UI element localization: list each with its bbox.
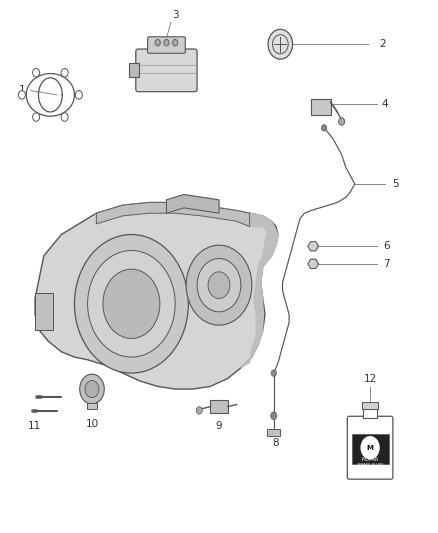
Circle shape bbox=[197, 259, 241, 312]
Circle shape bbox=[360, 436, 380, 459]
Circle shape bbox=[208, 272, 230, 298]
FancyBboxPatch shape bbox=[136, 49, 197, 92]
Bar bbox=[352, 434, 389, 464]
Text: BRAKE FLUID: BRAKE FLUID bbox=[357, 463, 383, 467]
Circle shape bbox=[173, 39, 178, 46]
Text: M: M bbox=[367, 445, 374, 451]
Circle shape bbox=[88, 251, 175, 357]
Circle shape bbox=[103, 269, 160, 338]
Circle shape bbox=[196, 407, 202, 414]
Circle shape bbox=[61, 113, 68, 122]
Polygon shape bbox=[308, 241, 318, 251]
Bar bbox=[362, 402, 378, 409]
Circle shape bbox=[186, 245, 252, 325]
Circle shape bbox=[18, 91, 25, 99]
Circle shape bbox=[32, 113, 39, 122]
Bar bbox=[363, 409, 377, 418]
Text: 10: 10 bbox=[85, 419, 99, 429]
Bar bbox=[129, 63, 139, 77]
Circle shape bbox=[268, 29, 293, 59]
Circle shape bbox=[271, 370, 276, 376]
FancyBboxPatch shape bbox=[347, 416, 393, 479]
Text: MOPAR: MOPAR bbox=[361, 457, 379, 463]
Polygon shape bbox=[35, 203, 278, 389]
Circle shape bbox=[74, 235, 188, 373]
Bar bbox=[267, 429, 280, 436]
Circle shape bbox=[75, 91, 82, 99]
Bar bbox=[210, 400, 228, 413]
Text: 3: 3 bbox=[172, 10, 179, 20]
Circle shape bbox=[61, 68, 68, 77]
Text: 11: 11 bbox=[28, 422, 41, 431]
FancyBboxPatch shape bbox=[148, 37, 185, 53]
Text: 6: 6 bbox=[383, 241, 390, 251]
Circle shape bbox=[339, 118, 345, 125]
Circle shape bbox=[155, 39, 160, 46]
Circle shape bbox=[271, 412, 277, 419]
Text: 5: 5 bbox=[392, 179, 399, 189]
Circle shape bbox=[164, 39, 169, 46]
Text: 2: 2 bbox=[379, 39, 385, 49]
Polygon shape bbox=[166, 195, 219, 213]
Text: 1: 1 bbox=[18, 85, 25, 94]
Bar bbox=[87, 403, 97, 409]
Bar bbox=[311, 99, 331, 115]
Text: 9: 9 bbox=[215, 422, 223, 431]
Text: 8: 8 bbox=[272, 439, 279, 448]
Circle shape bbox=[80, 374, 104, 404]
Polygon shape bbox=[241, 213, 278, 368]
Text: 7: 7 bbox=[383, 259, 390, 269]
Circle shape bbox=[33, 68, 39, 77]
Text: 4: 4 bbox=[382, 99, 389, 109]
Circle shape bbox=[321, 125, 327, 131]
Circle shape bbox=[85, 381, 99, 398]
Text: 12: 12 bbox=[364, 374, 377, 384]
Polygon shape bbox=[96, 203, 250, 227]
Polygon shape bbox=[308, 259, 318, 269]
Bar bbox=[35, 293, 53, 330]
